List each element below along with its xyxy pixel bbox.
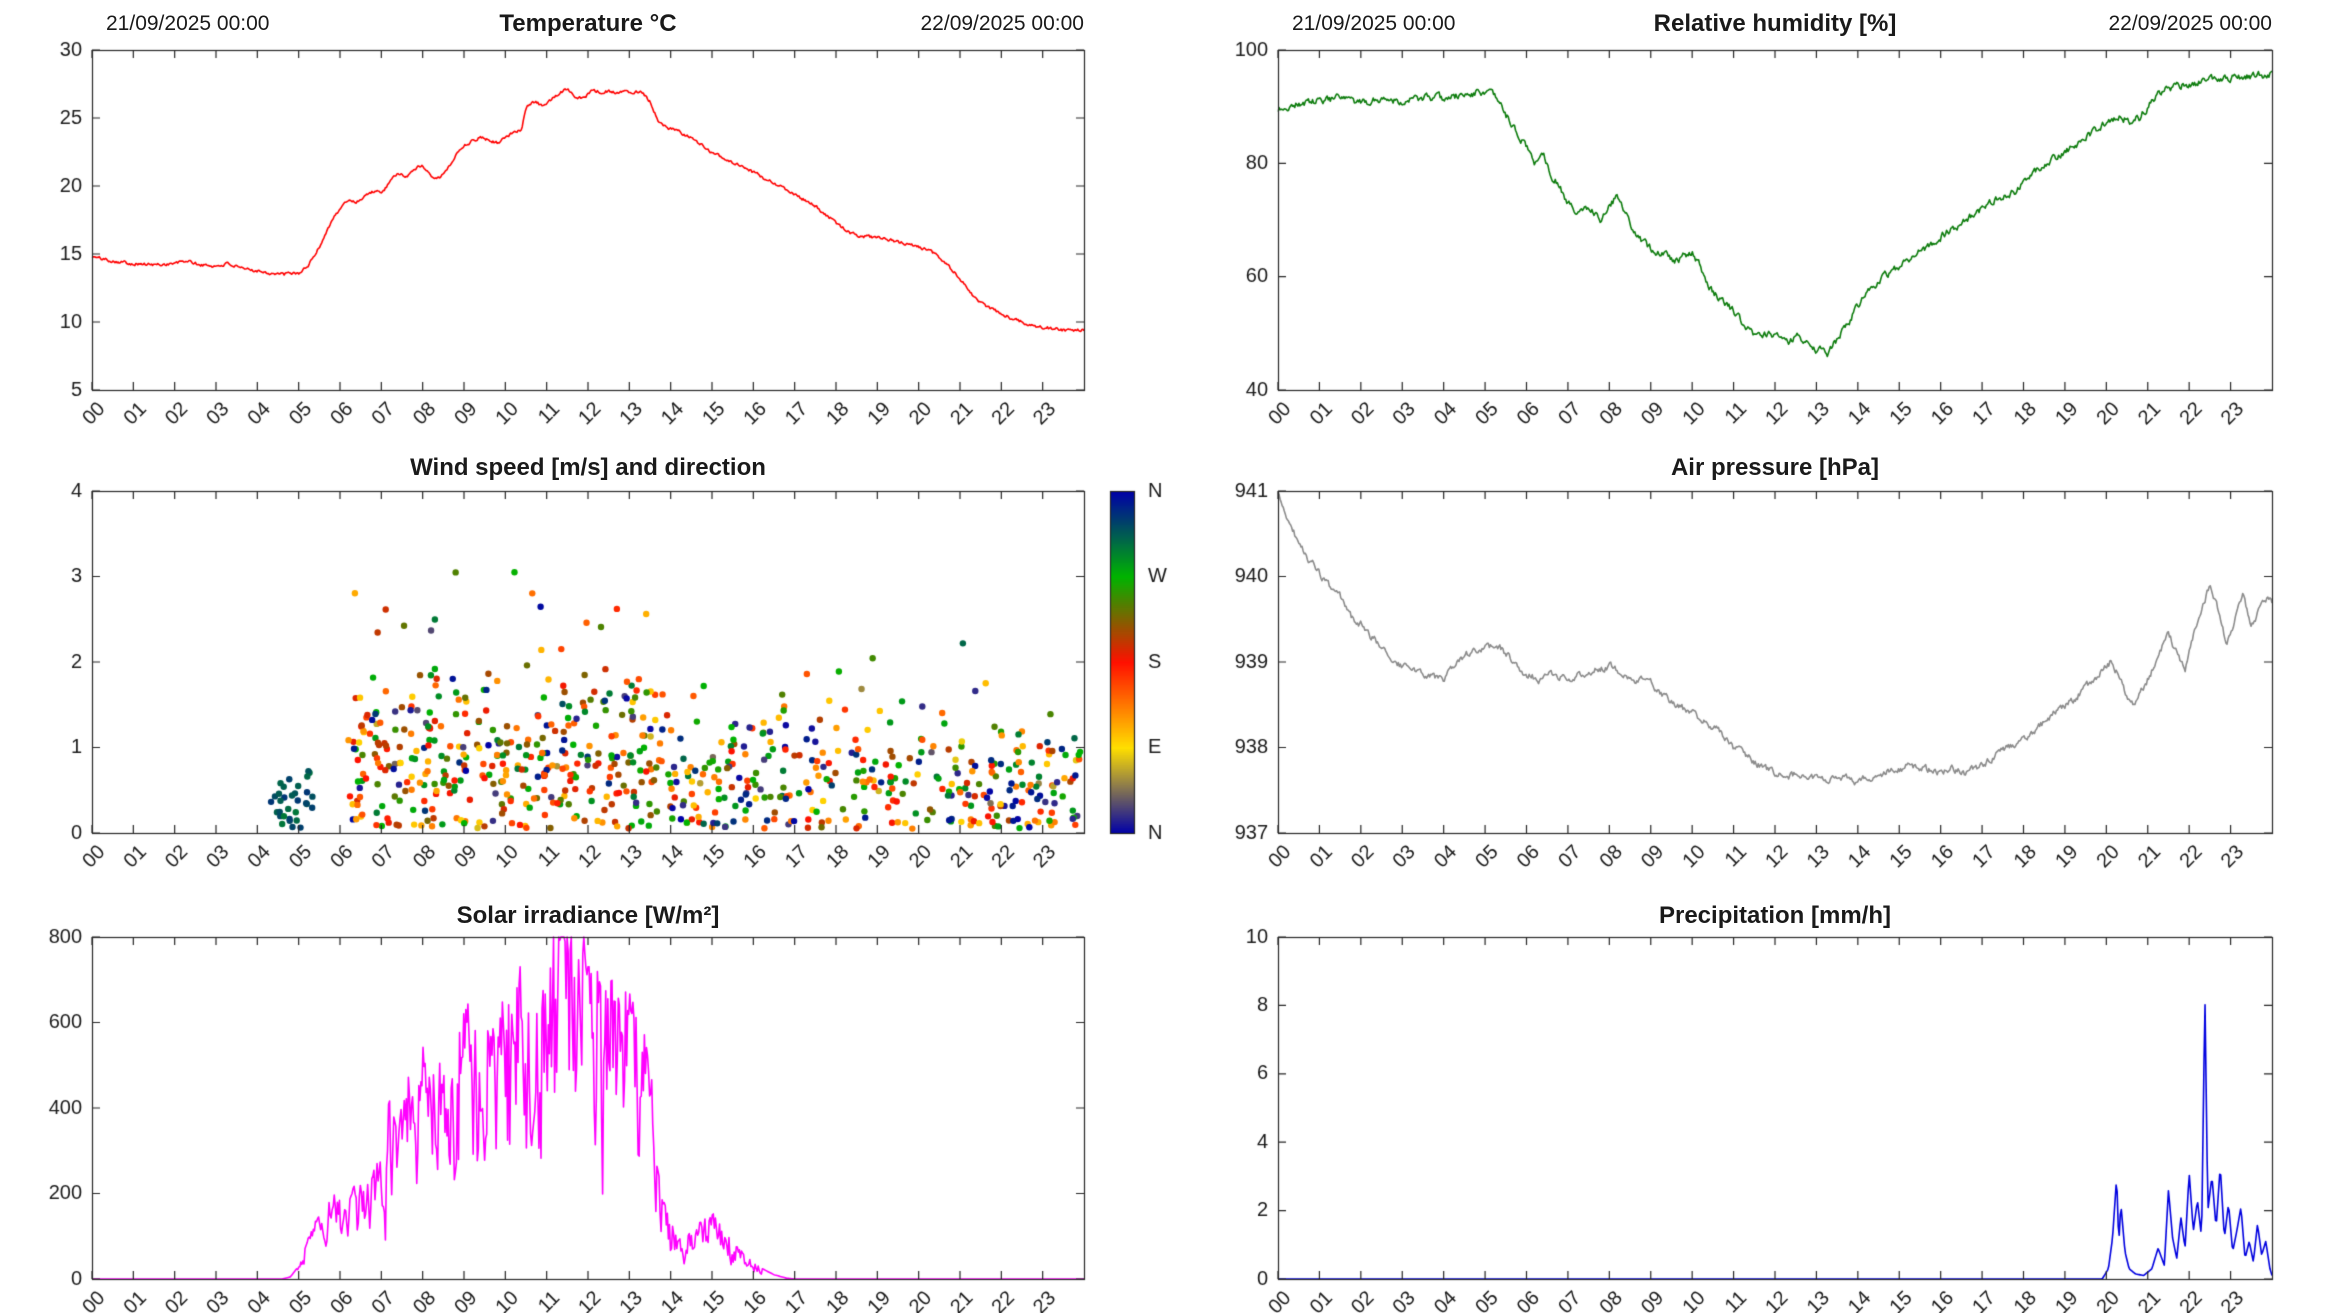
temperature-title: Temperature °C <box>499 10 677 37</box>
wind-title: Wind speed [m/s] and direction <box>410 454 766 481</box>
solar-title: Solar irradiance [W/m²] <box>456 902 720 929</box>
precipitation-title: Precipitation [mm/h] <box>1658 902 1892 929</box>
temperature-start-date: 21/09/2025 00:00 <box>106 12 270 35</box>
pressure-title: Air pressure [hPa] <box>1670 454 1880 481</box>
humidity-start-date: 21/09/2025 00:00 <box>1292 12 1456 35</box>
humidity-end-date: 22/09/2025 00:00 <box>2108 12 2273 35</box>
humidity-title: Relative humidity [%] <box>1653 10 1897 37</box>
temperature-end-date: 22/09/2025 00:00 <box>920 12 1085 35</box>
